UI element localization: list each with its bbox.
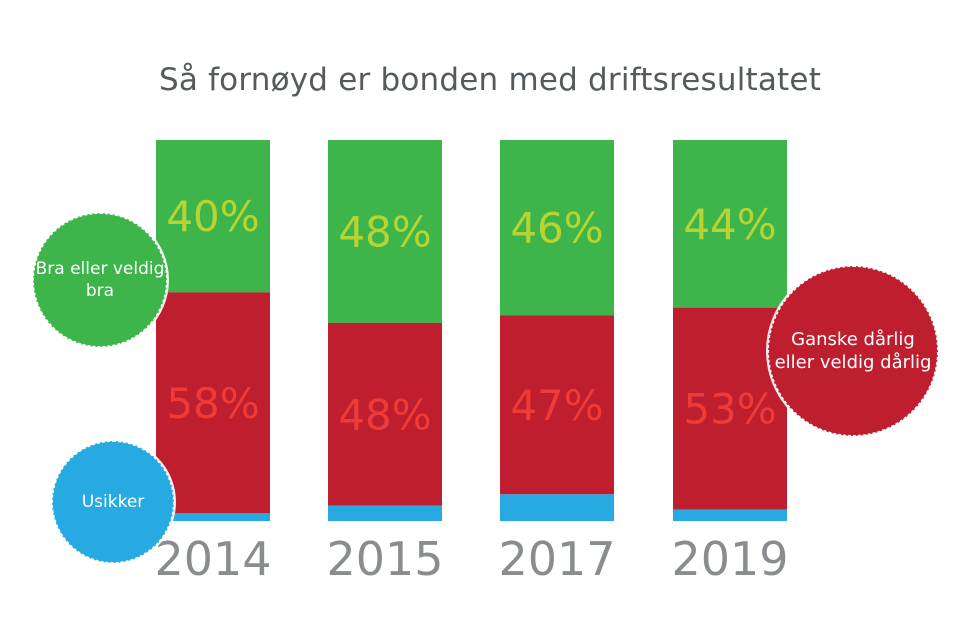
bar-segment-unsure-2015 — [328, 505, 442, 521]
bar-segment-good-2014 — [156, 140, 270, 293]
legend-badge-bad: Ganske dårlig eller veldig dårlig — [768, 266, 938, 436]
bar-segment-good-2015 — [328, 140, 442, 323]
bar-segment-bad-2017 — [500, 315, 614, 495]
data-label-bad-2014: 58% — [166, 379, 259, 428]
bar-segment-unsure-2019 — [673, 509, 787, 521]
x-tick-label-2017: 2017 — [498, 532, 615, 586]
data-label-good-2019: 44% — [683, 200, 776, 249]
bar-segment-unsure-2014 — [156, 513, 270, 521]
bar-segment-good-2019 — [673, 140, 787, 308]
data-label-good-2017: 46% — [510, 204, 603, 253]
bar-segment-good-2017 — [500, 140, 614, 316]
legend-badge-unsure-label: Usikker — [81, 491, 145, 512]
x-tick-label-2019: 2019 — [671, 532, 788, 586]
bar-segment-bad-2014 — [156, 292, 270, 514]
bar-segment-bad-2015 — [328, 322, 442, 506]
data-label-bad-2019: 53% — [683, 385, 776, 434]
bar-segment-unsure-2017 — [500, 494, 614, 521]
data-label-bad-2015: 48% — [338, 390, 431, 439]
legend-badge-unsure: Usikker — [52, 441, 174, 563]
x-tick-label-2015: 2015 — [326, 532, 443, 586]
data-label-good-2015: 48% — [338, 207, 431, 256]
data-label-good-2014: 40% — [166, 192, 259, 241]
chart-title: Så fornøyd er bonden med driftsresultate… — [158, 62, 822, 98]
legend-badge-bad-label: Ganske dårlig eller veldig dårlig — [774, 328, 932, 373]
x-tick-label-2014: 2014 — [154, 532, 271, 586]
legend-badge-good-label: Bra eller veldig bra — [35, 258, 165, 301]
data-label-bad-2017: 47% — [510, 381, 603, 430]
legend-badge-good: Bra eller veldig bra — [33, 213, 167, 347]
